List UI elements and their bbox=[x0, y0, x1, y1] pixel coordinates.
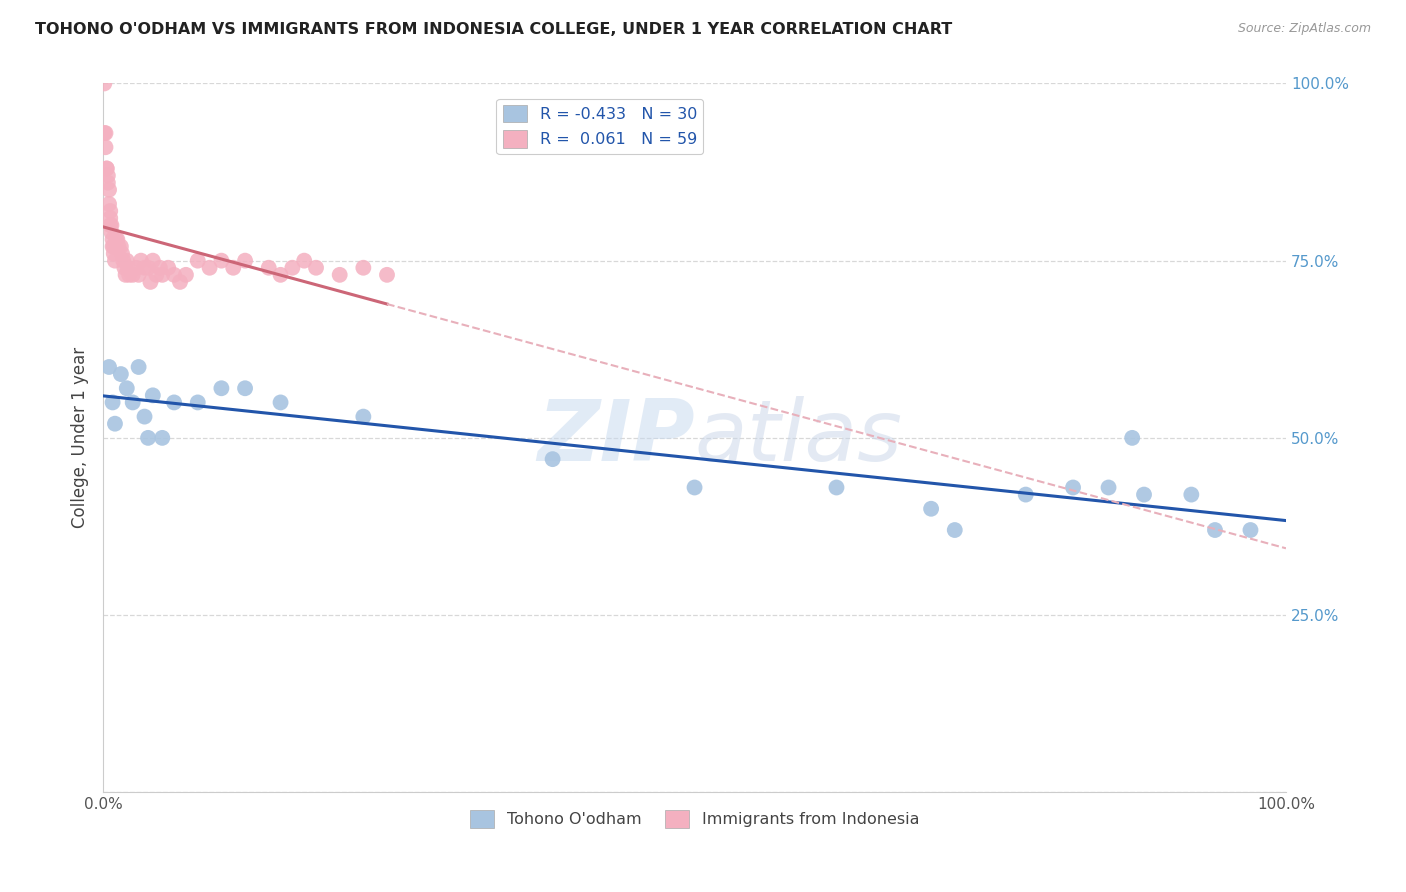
Point bbox=[1121, 431, 1143, 445]
Point bbox=[96, 161, 118, 176]
Point bbox=[1239, 523, 1261, 537]
Point bbox=[136, 260, 159, 275]
Point bbox=[104, 253, 127, 268]
Point bbox=[98, 211, 121, 226]
Point bbox=[292, 253, 315, 268]
Point bbox=[104, 417, 127, 431]
Point bbox=[1204, 523, 1226, 537]
Text: TOHONO O'ODHAM VS IMMIGRANTS FROM INDONESIA COLLEGE, UNDER 1 YEAR CORRELATION CH: TOHONO O'ODHAM VS IMMIGRANTS FROM INDONE… bbox=[35, 22, 952, 37]
Point bbox=[94, 126, 117, 140]
Point bbox=[163, 395, 186, 409]
Text: ZIP: ZIP bbox=[537, 396, 695, 479]
Point bbox=[112, 260, 135, 275]
Legend: Tohono O'odham, Immigrants from Indonesia: Tohono O'odham, Immigrants from Indonesi… bbox=[464, 804, 925, 834]
Point bbox=[1015, 487, 1038, 501]
Point bbox=[943, 523, 966, 537]
Point bbox=[121, 395, 143, 409]
Point bbox=[281, 260, 304, 275]
Point bbox=[683, 481, 706, 495]
Point bbox=[352, 409, 374, 424]
Point bbox=[98, 204, 121, 219]
Point bbox=[1133, 487, 1156, 501]
Point bbox=[150, 268, 173, 282]
Point bbox=[157, 260, 180, 275]
Point bbox=[187, 253, 209, 268]
Point bbox=[94, 140, 117, 154]
Point bbox=[541, 452, 564, 467]
Point bbox=[115, 253, 138, 268]
Point bbox=[375, 268, 398, 282]
Point bbox=[98, 183, 121, 197]
Point bbox=[101, 232, 124, 246]
Point bbox=[305, 260, 328, 275]
Point bbox=[101, 239, 124, 253]
Point bbox=[134, 409, 156, 424]
Point bbox=[115, 381, 138, 395]
Point bbox=[114, 268, 136, 282]
Point bbox=[1180, 487, 1202, 501]
Point bbox=[129, 253, 152, 268]
Point bbox=[128, 268, 150, 282]
Point bbox=[270, 268, 292, 282]
Point bbox=[187, 395, 209, 409]
Point bbox=[98, 218, 121, 232]
Point bbox=[128, 359, 150, 374]
Point bbox=[111, 246, 134, 260]
Point bbox=[93, 126, 115, 140]
Point bbox=[107, 239, 129, 253]
Point bbox=[100, 225, 122, 239]
Point bbox=[233, 381, 256, 395]
Point bbox=[142, 253, 165, 268]
Point bbox=[112, 253, 135, 268]
Point bbox=[100, 218, 122, 232]
Point bbox=[97, 169, 120, 183]
Point bbox=[149, 260, 172, 275]
Point bbox=[118, 268, 141, 282]
Point bbox=[169, 275, 191, 289]
Point bbox=[121, 268, 143, 282]
Point bbox=[352, 260, 374, 275]
Point bbox=[134, 260, 156, 275]
Point bbox=[93, 77, 115, 91]
Point bbox=[329, 268, 352, 282]
Point bbox=[209, 253, 232, 268]
Point bbox=[103, 246, 125, 260]
Point bbox=[257, 260, 280, 275]
Point bbox=[139, 275, 162, 289]
Point bbox=[136, 431, 159, 445]
Point bbox=[105, 232, 128, 246]
Point bbox=[270, 395, 292, 409]
Point bbox=[145, 268, 167, 282]
Point bbox=[209, 381, 232, 395]
Point bbox=[125, 260, 148, 275]
Point bbox=[233, 253, 256, 268]
Point bbox=[117, 260, 139, 275]
Point bbox=[96, 161, 118, 176]
Point bbox=[142, 388, 165, 402]
Point bbox=[1062, 481, 1084, 495]
Y-axis label: College, Under 1 year: College, Under 1 year bbox=[72, 347, 89, 528]
Point bbox=[825, 481, 848, 495]
Point bbox=[222, 260, 245, 275]
Point bbox=[150, 431, 173, 445]
Point bbox=[1097, 481, 1119, 495]
Point bbox=[101, 395, 124, 409]
Point bbox=[105, 232, 128, 246]
Point bbox=[110, 367, 132, 381]
Point bbox=[103, 239, 125, 253]
Point bbox=[98, 359, 121, 374]
Point bbox=[97, 176, 120, 190]
Point bbox=[198, 260, 221, 275]
Point bbox=[110, 239, 132, 253]
Point bbox=[163, 268, 186, 282]
Point bbox=[98, 197, 121, 211]
Text: atlas: atlas bbox=[695, 396, 903, 479]
Text: Source: ZipAtlas.com: Source: ZipAtlas.com bbox=[1237, 22, 1371, 36]
Point bbox=[920, 501, 942, 516]
Point bbox=[174, 268, 197, 282]
